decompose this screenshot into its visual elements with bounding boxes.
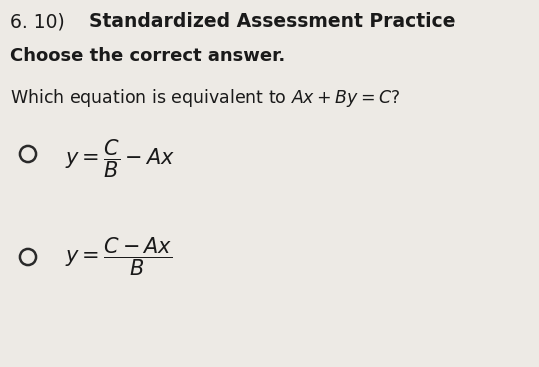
- Text: Standardized Assessment Practice: Standardized Assessment Practice: [89, 12, 455, 31]
- Text: Choose the correct answer.: Choose the correct answer.: [10, 47, 285, 65]
- Text: $y = \dfrac{C}{B} - Ax$: $y = \dfrac{C}{B} - Ax$: [65, 137, 175, 179]
- Text: 6. 10): 6. 10): [10, 12, 71, 31]
- Text: Which equation is equivalent to $Ax + By = C$?: Which equation is equivalent to $Ax + By…: [10, 87, 400, 109]
- Text: $y = \dfrac{C - Ax}{B}$: $y = \dfrac{C - Ax}{B}$: [65, 235, 172, 277]
